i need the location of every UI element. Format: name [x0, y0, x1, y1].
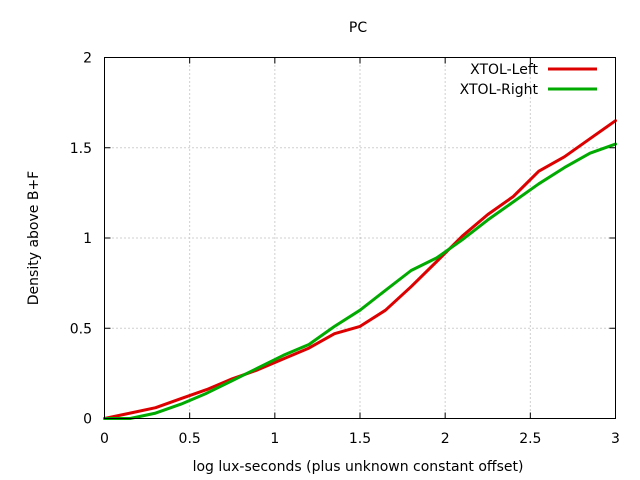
- legend-label: XTOL-Left: [470, 62, 538, 78]
- legend: XTOL-Left XTOL-Right: [460, 62, 597, 98]
- x-tick-label: 1: [270, 431, 279, 447]
- y-tick-label: 0: [83, 412, 92, 428]
- x-tick-label: 2: [441, 431, 450, 447]
- series-lines: [103, 119, 617, 420]
- x-tick-label: 0.5: [179, 431, 201, 447]
- series-line-xtol-left: [103, 119, 617, 420]
- x-tick-label: 2.5: [519, 431, 541, 447]
- y-tick-label: 2: [83, 51, 92, 67]
- y-tick-label: 1.5: [70, 141, 92, 157]
- series-line-xtol-right: [103, 142, 617, 420]
- x-axis-title: log lux-seconds (plus unknown constant o…: [193, 459, 524, 475]
- y-axis-title: Density above B+F: [26, 171, 42, 305]
- x-tick-label: 1.5: [349, 431, 371, 447]
- legend-label: XTOL-Right: [460, 82, 539, 98]
- chart-title: PC: [349, 20, 367, 36]
- y-tick-labels: 0 0.5 1 1.5 2: [70, 51, 92, 428]
- x-tick-label: 3: [611, 431, 620, 447]
- x-tick-labels: 0 0.5 1 1.5 2 2.5 3: [100, 431, 620, 447]
- x-tick-label: 0: [100, 431, 109, 447]
- grid: [104, 57, 616, 419]
- y-tick-label: 1: [83, 231, 92, 247]
- y-tick-label: 0.5: [70, 321, 92, 337]
- axis-ticks: [104, 57, 616, 419]
